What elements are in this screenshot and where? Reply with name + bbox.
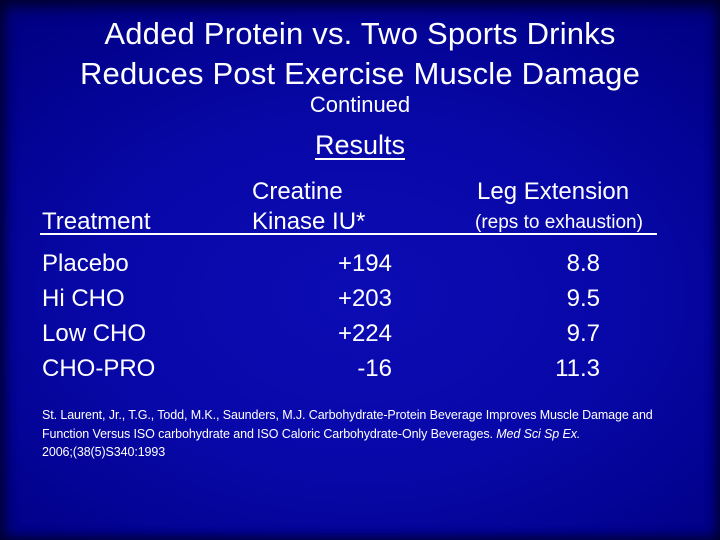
table-header-underline	[40, 233, 657, 235]
column-header-creatine: Creatine	[252, 178, 343, 205]
citation-journal-italic: Med Sci Sp Ex.	[496, 426, 581, 441]
title-line-2: Reduces Post Exercise Muscle Damage	[79, 56, 641, 91]
leg-extension-cell: 9.5	[566, 285, 600, 312]
treatment-cell: Hi CHO	[42, 285, 125, 312]
treatment-cell: Low CHO	[42, 320, 147, 347]
citation-line-3: 2006;(38(5)S340:1993	[42, 445, 166, 459]
creatine-kinase-cell: -16	[357, 355, 392, 382]
title-line-1: Added Protein vs. Two Sports Drinks	[104, 16, 616, 51]
leg-extension-cell: 8.8	[566, 250, 600, 277]
slide-title: Added Protein vs. Two Sports Drinks Redu…	[0, 14, 720, 94]
column-header-leg-extension: Leg Extension	[477, 178, 630, 205]
creatine-kinase-cell: +203	[337, 285, 392, 312]
leg-extension-cell: 9.7	[566, 320, 600, 347]
column-header-treatment: Treatment	[42, 208, 151, 235]
title-continued: Continued	[309, 92, 411, 117]
citation-line-2: Function Versus ISO carbohydrate and ISO…	[42, 426, 581, 441]
citation: St. Laurent, Jr., T.G., Todd, M.K., Saun…	[42, 406, 682, 462]
treatment-cell: CHO-PRO	[42, 355, 156, 382]
results-heading: Results	[314, 130, 406, 160]
treatment-cell: Placebo	[42, 250, 129, 277]
column-header-kinase-iu: Kinase IU*	[252, 208, 366, 235]
creatine-kinase-cell: +224	[337, 320, 392, 347]
leg-extension-cell: 11.3	[555, 355, 600, 382]
creatine-kinase-cell: +194	[337, 250, 392, 277]
column-header-reps-to-exhaustion: (reps to exhaustion)	[475, 212, 643, 233]
citation-line-1: St. Laurent, Jr., T.G., Todd, M.K., Saun…	[42, 408, 653, 422]
